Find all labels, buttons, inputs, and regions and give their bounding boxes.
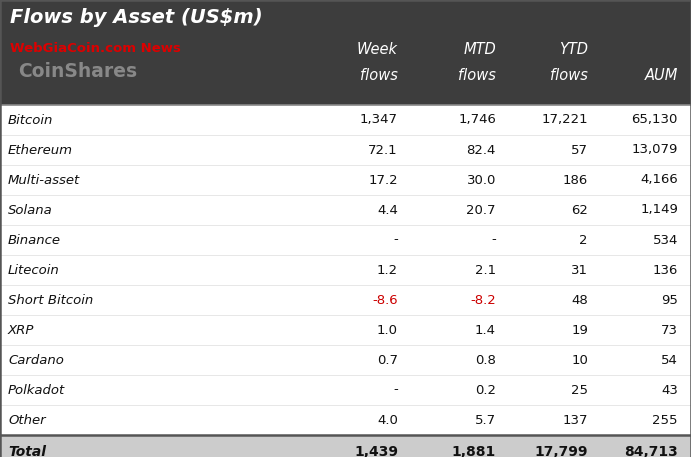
Text: 1,347: 1,347 xyxy=(360,113,398,127)
Text: AUM: AUM xyxy=(645,68,678,83)
Text: 1,881: 1,881 xyxy=(452,445,496,457)
Text: 19: 19 xyxy=(571,324,588,336)
Text: 48: 48 xyxy=(571,293,588,307)
Text: 186: 186 xyxy=(562,174,588,186)
Text: 0.7: 0.7 xyxy=(377,354,398,367)
Bar xyxy=(0,105,691,457)
Text: -: - xyxy=(393,383,398,397)
Text: 20.7: 20.7 xyxy=(466,203,496,217)
Text: Other: Other xyxy=(8,414,46,426)
Text: Week: Week xyxy=(357,42,398,57)
Text: 136: 136 xyxy=(652,264,678,276)
Text: MTD: MTD xyxy=(463,42,496,57)
Text: 0.2: 0.2 xyxy=(475,383,496,397)
Text: 534: 534 xyxy=(652,234,678,246)
Text: 62: 62 xyxy=(571,203,588,217)
Text: Binance: Binance xyxy=(8,234,61,246)
Text: 2.1: 2.1 xyxy=(475,264,496,276)
Text: -: - xyxy=(393,234,398,246)
Text: flows: flows xyxy=(550,68,588,83)
Text: 1,149: 1,149 xyxy=(640,203,678,217)
Text: 1.2: 1.2 xyxy=(377,264,398,276)
Text: 84,713: 84,713 xyxy=(624,445,678,457)
Text: Cardano: Cardano xyxy=(8,354,64,367)
Text: 17.2: 17.2 xyxy=(368,174,398,186)
Text: flows: flows xyxy=(360,68,398,83)
Text: -8.6: -8.6 xyxy=(372,293,398,307)
Text: Multi-asset: Multi-asset xyxy=(8,174,80,186)
Text: flows: flows xyxy=(458,68,496,83)
Text: XRP: XRP xyxy=(8,324,35,336)
Text: Solana: Solana xyxy=(8,203,53,217)
Text: 1.4: 1.4 xyxy=(475,324,496,336)
Text: Total: Total xyxy=(8,445,46,457)
Text: Bitcoin: Bitcoin xyxy=(8,113,53,127)
Text: Flows by Asset (US$m): Flows by Asset (US$m) xyxy=(10,8,263,27)
Text: 137: 137 xyxy=(562,414,588,426)
Text: CoinShares: CoinShares xyxy=(18,62,137,81)
Text: 57: 57 xyxy=(571,143,588,156)
Text: -8.2: -8.2 xyxy=(471,293,496,307)
Text: -: - xyxy=(491,234,496,246)
Text: YTD: YTD xyxy=(559,42,588,57)
Text: 1,746: 1,746 xyxy=(458,113,496,127)
Text: Short Bitcoin: Short Bitcoin xyxy=(8,293,93,307)
Text: Ethereum: Ethereum xyxy=(8,143,73,156)
Text: 82.4: 82.4 xyxy=(466,143,496,156)
Text: 0.8: 0.8 xyxy=(475,354,496,367)
Text: Polkadot: Polkadot xyxy=(8,383,65,397)
Bar xyxy=(0,435,691,457)
Text: 1.0: 1.0 xyxy=(377,324,398,336)
Text: WebGiaCoin.com News: WebGiaCoin.com News xyxy=(10,42,181,55)
Text: 43: 43 xyxy=(661,383,678,397)
Text: 72.1: 72.1 xyxy=(368,143,398,156)
Text: 65,130: 65,130 xyxy=(632,113,678,127)
Text: 4,166: 4,166 xyxy=(641,174,678,186)
Text: 2: 2 xyxy=(580,234,588,246)
Text: 255: 255 xyxy=(652,414,678,426)
Bar xyxy=(0,0,691,105)
Text: 5.7: 5.7 xyxy=(475,414,496,426)
Text: 54: 54 xyxy=(661,354,678,367)
Text: 73: 73 xyxy=(661,324,678,336)
Text: 30.0: 30.0 xyxy=(466,174,496,186)
Text: 10: 10 xyxy=(571,354,588,367)
Text: 17,799: 17,799 xyxy=(535,445,588,457)
Text: 25: 25 xyxy=(571,383,588,397)
Text: 17,221: 17,221 xyxy=(541,113,588,127)
Text: 95: 95 xyxy=(661,293,678,307)
Text: 13,079: 13,079 xyxy=(632,143,678,156)
Text: 1,439: 1,439 xyxy=(354,445,398,457)
Text: 31: 31 xyxy=(571,264,588,276)
Text: Litecoin: Litecoin xyxy=(8,264,59,276)
Text: 4.0: 4.0 xyxy=(377,414,398,426)
Text: 4.4: 4.4 xyxy=(377,203,398,217)
